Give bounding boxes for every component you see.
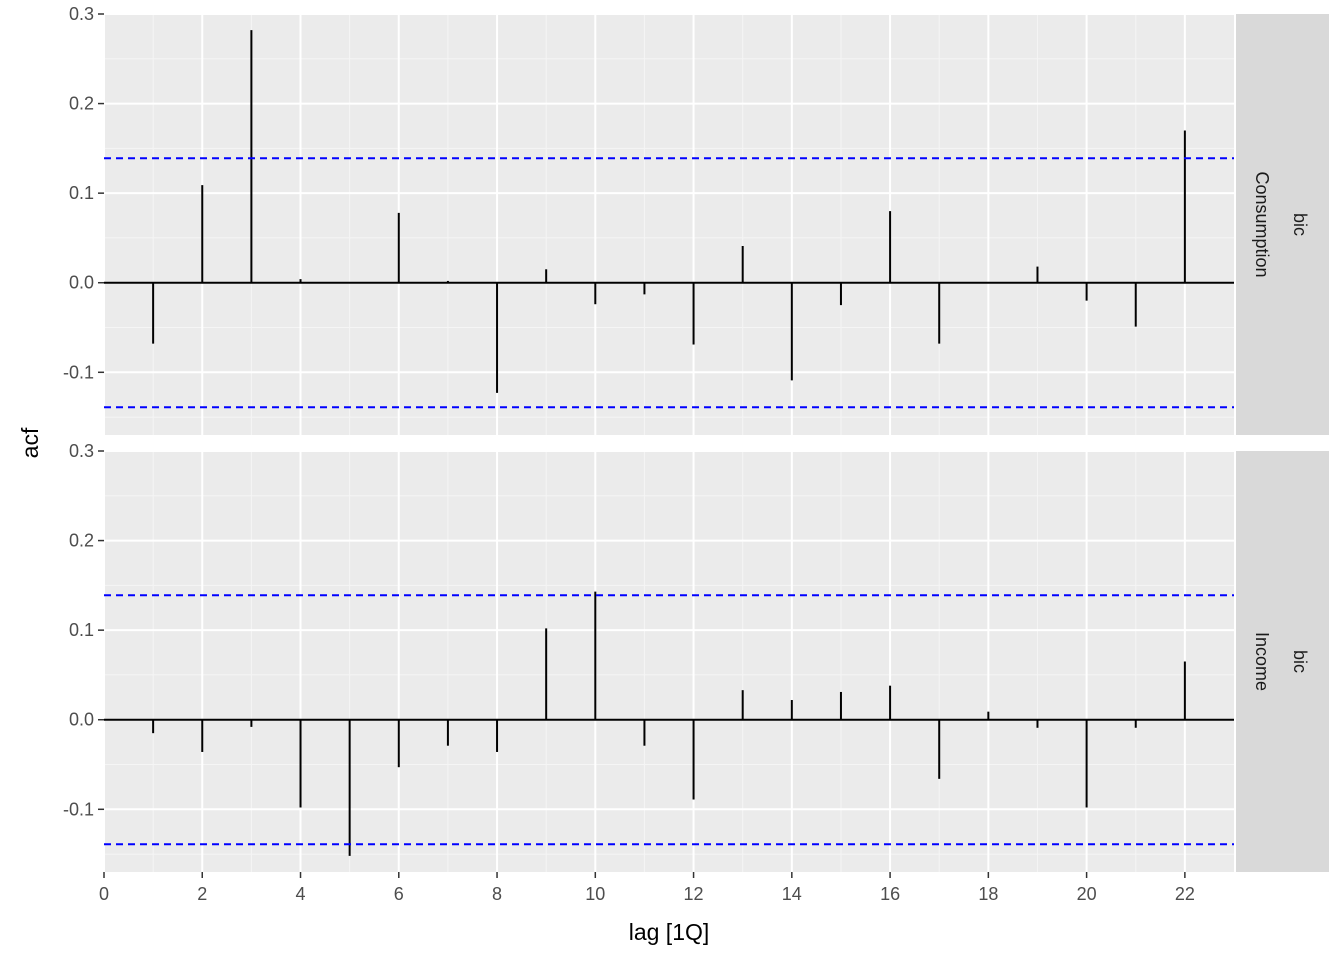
x-tick-label: 6 (394, 884, 404, 904)
facet-label-series: Income (1252, 632, 1272, 691)
x-tick-label: 0 (99, 884, 109, 904)
panel-consumption: -0.1 0.0 0.1 0.2 0.3 Consumption bic (63, 4, 1329, 435)
x-tick-label: 2 (197, 884, 207, 904)
y-tick-label: 0.0 (69, 710, 94, 730)
x-axis-title: lag [1Q] (629, 919, 710, 945)
facet-strip (1236, 451, 1329, 872)
y-tick-label: 0.2 (69, 94, 94, 114)
x-tick-label: 8 (492, 884, 502, 904)
x-tick-label: 16 (880, 884, 900, 904)
y-tick-label: 0.3 (69, 4, 94, 24)
panel-background (104, 451, 1234, 872)
facet-label-series: Consumption (1252, 171, 1272, 277)
y-tick-label: -0.1 (63, 799, 94, 819)
x-tick-label: 20 (1077, 884, 1097, 904)
y-tick-label: 0.1 (69, 620, 94, 640)
x-tick-label: 14 (782, 884, 802, 904)
y-tick-label: 0.3 (69, 441, 94, 461)
facet-label-model: bic (1290, 650, 1310, 673)
x-tick-label: 4 (296, 884, 306, 904)
y-tick-label: 0.1 (69, 183, 94, 203)
facet-label-model: bic (1290, 213, 1310, 236)
x-tick-label: 10 (585, 884, 605, 904)
x-tick-label: 12 (684, 884, 704, 904)
y-axis-title: acf (17, 427, 43, 458)
panel-income: -0.1 0.0 0.1 0.2 0.3 Income bic (63, 441, 1329, 872)
x-tick-label: 22 (1175, 884, 1195, 904)
y-tick-label: 0.0 (69, 273, 94, 293)
y-tick-label: 0.2 (69, 531, 94, 551)
facet-strip (1236, 14, 1329, 435)
y-tick-label: -0.1 (63, 362, 94, 382)
panel-background (104, 14, 1234, 435)
x-tick-label: 18 (978, 884, 998, 904)
